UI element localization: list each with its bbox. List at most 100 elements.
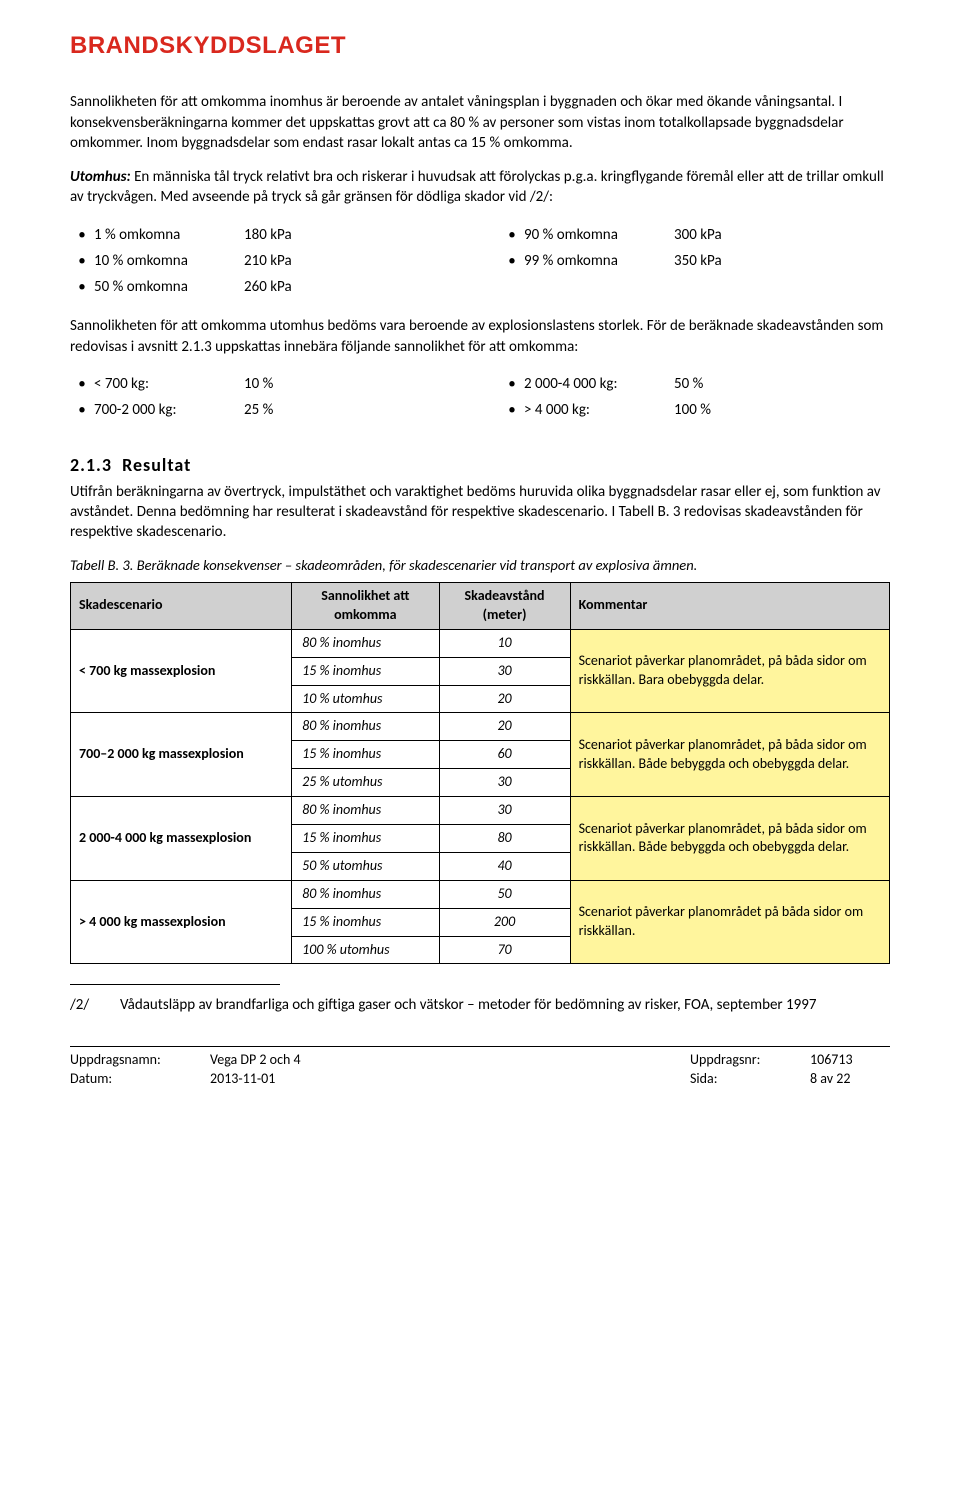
list-label: 1 % omkomna	[94, 225, 244, 245]
th-distance: Skadeavstånd (meter)	[439, 583, 570, 630]
list-item: • 50 % omkomna 260 kPa	[70, 274, 460, 300]
list-item: • < 700 kg: 10 %	[70, 371, 460, 397]
cell-dist: 20	[439, 685, 570, 713]
footnote-text: Vådautsläpp av brandfarliga och giftiga …	[120, 995, 890, 1015]
cell-prob: 80 % inomhus	[292, 797, 439, 825]
footer-label-date: Datum:	[70, 1070, 210, 1089]
bullet-icon: •	[500, 374, 524, 394]
list-item: • 99 % omkomna 350 kPa	[500, 248, 890, 274]
th-scenario: Skadescenario	[71, 583, 292, 630]
cell-prob: 15 % inomhus	[292, 908, 439, 936]
table-row: 700–2 000 kg massexplosion 80 % inomhus …	[71, 713, 890, 741]
paragraph-1: Sannolikheten för att omkomma inomhus är…	[70, 92, 890, 153]
footnote-divider	[70, 984, 280, 985]
section-number: 2.1.3	[70, 454, 112, 476]
th-probability: Sannolikhet att omkomma	[292, 583, 439, 630]
list-item: • 1 % omkomna 180 kPa	[70, 222, 460, 248]
list-value: 260 kPa	[244, 277, 460, 297]
brand-logo: BRANDSKYDDSLAGET	[70, 30, 890, 62]
cell-prob: 80 % inomhus	[292, 880, 439, 908]
cell-comment: Scenariot påverkar planområdet på båda s…	[570, 880, 889, 964]
th-comment: Kommentar	[570, 583, 889, 630]
footer-value-date: 2013-11-01	[210, 1070, 410, 1089]
cell-prob: 10 % utomhus	[292, 685, 439, 713]
cell-prob: 15 % inomhus	[292, 741, 439, 769]
footer-value-nr: 106713	[810, 1051, 890, 1070]
cell-prob: 50 % utomhus	[292, 852, 439, 880]
list-item: • 700-2 000 kg: 25 %	[70, 397, 460, 423]
cell-prob: 15 % inomhus	[292, 657, 439, 685]
cell-scenario: > 4 000 kg massexplosion	[71, 880, 292, 964]
cell-dist: 80	[439, 825, 570, 853]
bullet-icon: •	[70, 400, 94, 420]
table-row: 2 000-4 000 kg massexplosion 80 % inomhu…	[71, 797, 890, 825]
paragraph-2: Utomhus: En människa tål tryck relativt …	[70, 167, 890, 208]
cell-prob: 15 % inomhus	[292, 825, 439, 853]
footer-label-nr: Uppdragsnr:	[690, 1051, 810, 1070]
cell-comment: Scenariot påverkar planområdet, på båda …	[570, 713, 889, 797]
bullet-icon: •	[70, 374, 94, 394]
utomhus-label: Utomhus:	[70, 168, 131, 186]
list-value: 350 kPa	[674, 251, 890, 271]
cell-dist: 70	[439, 936, 570, 964]
cell-dist: 40	[439, 852, 570, 880]
list-value: 300 kPa	[674, 225, 890, 245]
bullet-icon: •	[70, 277, 94, 297]
section-title: Resultat	[122, 454, 191, 476]
footer-label-page: Sida:	[690, 1070, 810, 1089]
section-heading: 2.1.3 Resultat	[70, 453, 890, 477]
cell-dist: 30	[439, 657, 570, 685]
list-value: 210 kPa	[244, 251, 460, 271]
cell-dist: 10	[439, 629, 570, 657]
list-label: > 4 000 kg:	[524, 400, 674, 420]
list-value: 50 %	[674, 374, 890, 394]
paragraph-4: Utifrån beräkningarna av övertryck, impu…	[70, 482, 890, 543]
list-label: 2 000-4 000 kg:	[524, 374, 674, 394]
list-label: 10 % omkomna	[94, 251, 244, 271]
bullet-icon: •	[500, 400, 524, 420]
cell-dist: 60	[439, 741, 570, 769]
cell-comment: Scenariot påverkar planområdet, på båda …	[570, 629, 889, 713]
list-label: 99 % omkomna	[524, 251, 674, 271]
paragraph-2-text: En människa tål tryck relativt bra och r…	[70, 168, 884, 206]
cell-prob: 80 % inomhus	[292, 629, 439, 657]
list-label: 90 % omkomna	[524, 225, 674, 245]
list-item: • 2 000-4 000 kg: 50 %	[500, 371, 890, 397]
list-item: • > 4 000 kg: 100 %	[500, 397, 890, 423]
cell-prob: 80 % inomhus	[292, 713, 439, 741]
list-value: 10 %	[244, 374, 460, 394]
cell-dist: 50	[439, 880, 570, 908]
bullet-icon: •	[70, 225, 94, 245]
list-label: 700-2 000 kg:	[94, 400, 244, 420]
footnote-ref: /2/	[70, 995, 120, 1015]
table-row: > 4 000 kg massexplosion 80 % inomhus 50…	[71, 880, 890, 908]
list-item: • 90 % omkomna 300 kPa	[500, 222, 890, 248]
cell-prob: 25 % utomhus	[292, 769, 439, 797]
cell-comment: Scenariot påverkar planområdet, på båda …	[570, 797, 889, 881]
bullet-icon: •	[500, 225, 524, 245]
table-row: < 700 kg massexplosion 80 % inomhus 10 S…	[71, 629, 890, 657]
list-value: 25 %	[244, 400, 460, 420]
list-label: 50 % omkomna	[94, 277, 244, 297]
cell-scenario: 2 000-4 000 kg massexplosion	[71, 797, 292, 881]
cell-scenario: 700–2 000 kg massexplosion	[71, 713, 292, 797]
cell-dist: 20	[439, 713, 570, 741]
cell-scenario: < 700 kg massexplosion	[71, 629, 292, 713]
list-label: < 700 kg:	[94, 374, 244, 394]
mass-bullet-grid: • < 700 kg: 10 % • 2 000-4 000 kg: 50 % …	[70, 371, 890, 424]
bullet-icon: •	[70, 251, 94, 271]
cell-dist: 30	[439, 769, 570, 797]
footer-label-name: Uppdragsnamn:	[70, 1051, 210, 1070]
paragraph-3: Sannolikheten för att omkomma utomhus be…	[70, 316, 890, 357]
bullet-icon: •	[500, 251, 524, 271]
list-value: 180 kPa	[244, 225, 460, 245]
cell-dist: 200	[439, 908, 570, 936]
list-item: • 10 % omkomna 210 kPa	[70, 248, 460, 274]
list-value: 100 %	[674, 400, 890, 420]
table-caption: Tabell B. 3. Beräknade konsekvenser – sk…	[70, 556, 890, 576]
footer-value-page: 8 av 22	[810, 1070, 890, 1089]
cell-prob: 100 % utomhus	[292, 936, 439, 964]
footer-value-name: Vega DP 2 och 4	[210, 1051, 410, 1070]
consequence-table: Skadescenario Sannolikhet att omkomma Sk…	[70, 582, 890, 964]
cell-dist: 30	[439, 797, 570, 825]
